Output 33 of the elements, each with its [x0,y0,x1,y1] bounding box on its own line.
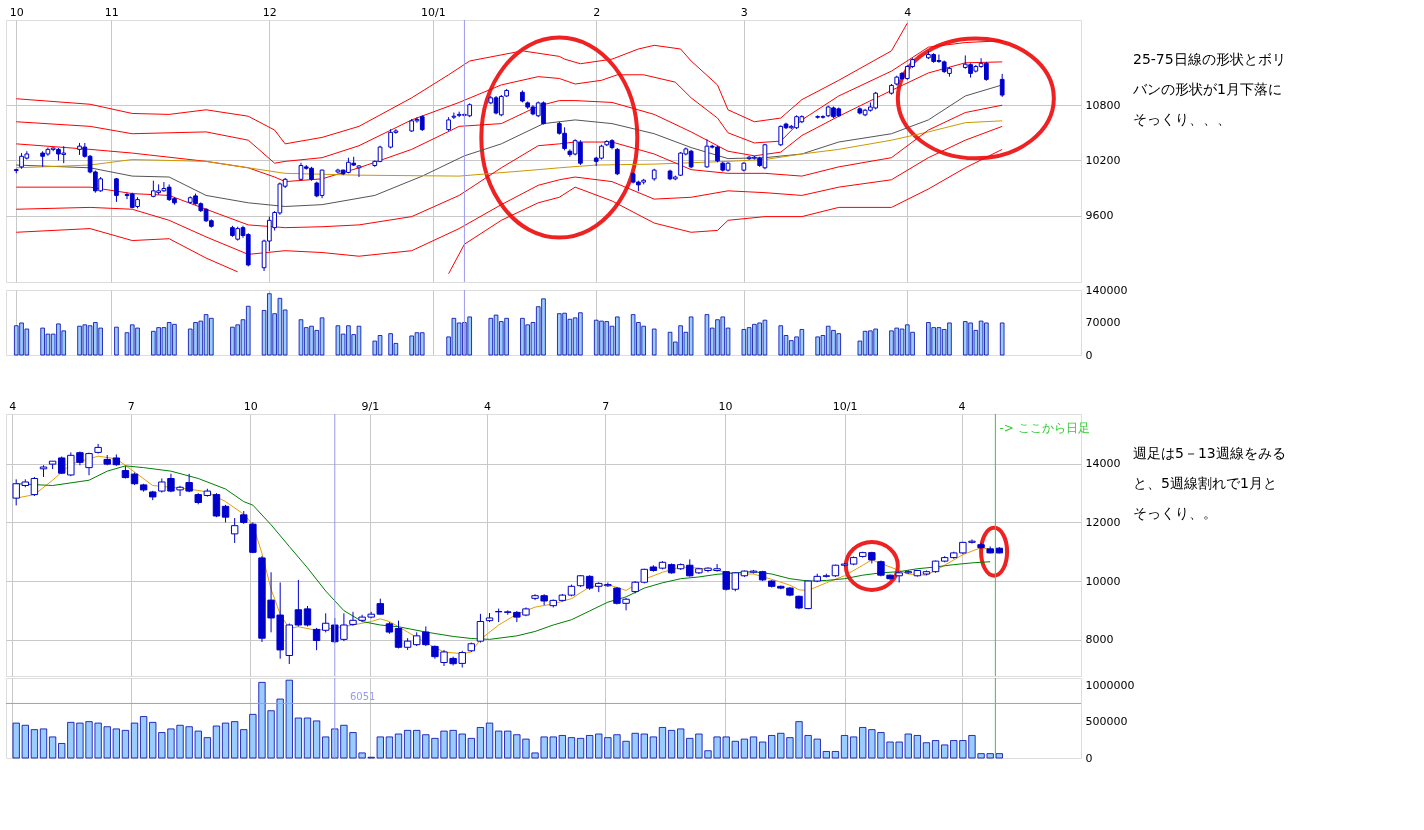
y-tick-label: 10000 [1085,574,1121,588]
y-tick-label: 1000000 [1085,678,1135,692]
x-tick-label: 12 [262,5,277,19]
y-tick-label: 9600 [1085,209,1114,223]
text: 25-75日線の形状とボリバンの形状が1月下落にそっくり、、、 [1132,51,1286,127]
annotation: 6051 [350,691,376,703]
y-tick-label: 12000 [1085,515,1121,529]
x-tick-label: 3 [740,5,748,19]
y-tick-label: 140000 [1085,283,1128,297]
x-tick-label: 4 [9,399,17,413]
x-tick-label: 10/1 [832,399,858,413]
x-tick-label: 10 [9,5,24,19]
x-tick-label: 7 [127,399,135,413]
y-tick-label: 0 [1085,751,1093,765]
y-tick-label: 10200 [1085,153,1121,167]
x-tick-label: 4 [904,5,912,19]
ref-line-label: -> ここから日足 [999,421,1090,435]
y-tick-label: 14000 [1085,457,1121,471]
y-tick-label: 500000 [1085,715,1128,729]
x-tick-label: 4 [483,399,491,413]
x-tick-label: 9/1 [361,399,380,413]
x-tick-label: 10/1 [420,5,446,19]
y-tick-label: 8000 [1085,633,1114,647]
x-tick-label: 2 [593,5,601,19]
text: 週足は5－13週線をみると、5週線割れで1月とそっくり、。 [1133,445,1286,521]
x-tick-label: 4 [958,399,966,413]
y-tick-label: 70000 [1085,316,1121,329]
x-tick-label: 10 [243,399,258,413]
x-tick-label: 7 [602,399,610,413]
y-tick-label: 10800 [1085,98,1121,112]
x-tick-label: 11 [104,5,119,19]
x-tick-label: 10 [718,399,733,413]
y-tick-label: 0 [1085,348,1093,362]
